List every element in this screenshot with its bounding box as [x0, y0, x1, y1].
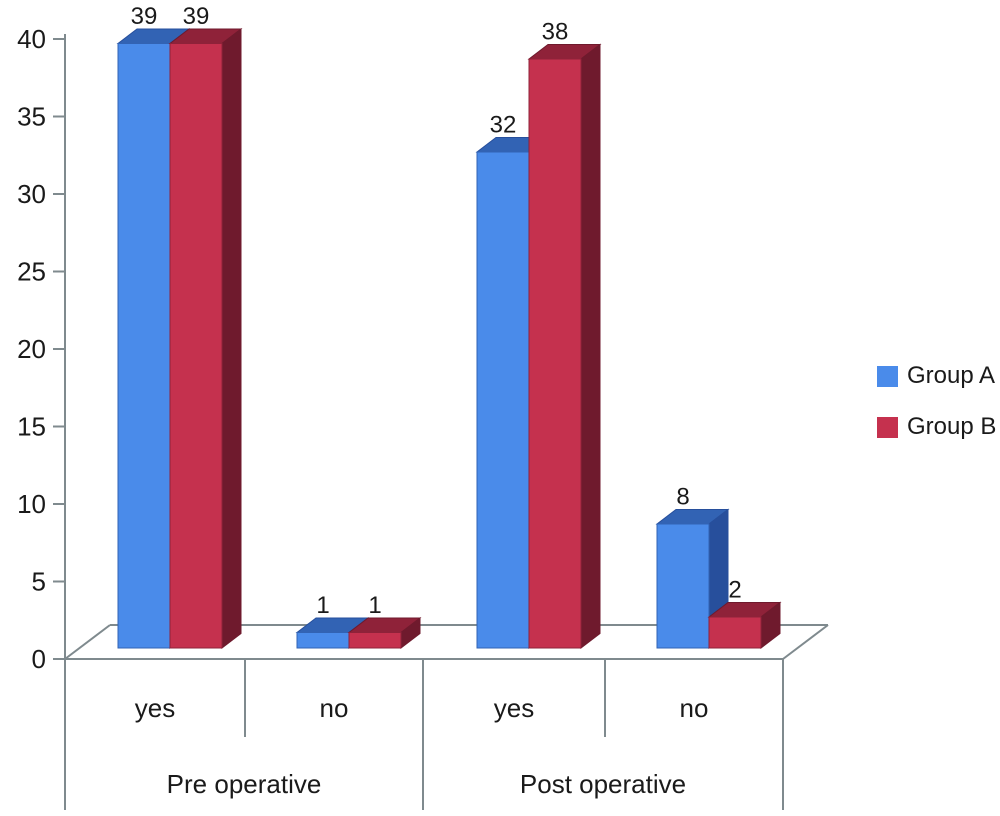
y-tick-label-35: 35: [17, 102, 46, 132]
bar-front-group-a-post-operative-no: [656, 523, 710, 649]
legend-item-group-b: Group B: [877, 415, 996, 439]
bar-front-group-b-post-operative-no: [708, 616, 762, 649]
data-label-group-a-post-operative-no: 8: [676, 484, 689, 511]
floor-right-edge: [782, 624, 829, 660]
y-tick-label-25: 25: [17, 257, 46, 287]
bar-side-group-b-pre-operative-yes: [221, 27, 242, 650]
floor-left-edge: [64, 624, 111, 660]
bar-front-group-b-pre-operative-yes: [169, 43, 223, 649]
bar-front-group-b-post-operative-yes: [528, 58, 582, 649]
legend-swatch-group-b-icon: [877, 416, 898, 438]
legend-item-group-a: Group A: [877, 364, 996, 388]
category-label-post-operative-yes: yes: [494, 693, 534, 723]
y-tick-label-0: 0: [32, 644, 46, 674]
data-label-group-b-post-operative-yes: 38: [542, 19, 569, 46]
data-label-group-a-pre-operative-no: 1: [316, 592, 329, 619]
y-tick-label-30: 30: [17, 179, 46, 209]
bar-side-group-b-post-operative-yes: [580, 43, 601, 650]
data-label-group-b-pre-operative-no: 1: [368, 592, 381, 619]
category-label-pre-operative-yes: yes: [135, 693, 175, 723]
category-label-post-operative-no: no: [680, 693, 709, 723]
y-tick-label-20: 20: [17, 334, 46, 364]
bar-front-group-a-pre-operative-yes: [117, 43, 171, 649]
bar-front-group-a-post-operative-yes: [476, 151, 530, 649]
y-tick-label-40: 40: [17, 24, 46, 54]
legend-swatch-group-a-icon: [877, 365, 898, 387]
data-label-group-a-post-operative-yes: 32: [490, 112, 517, 139]
bar-front-group-a-pre-operative-no: [296, 632, 350, 649]
group-label-pre-operative: Pre operative: [167, 769, 322, 799]
group-label-post-operative: Post operative: [520, 769, 686, 799]
legend-label-group-a: Group A: [907, 362, 996, 389]
legend-label-group-b: Group B: [907, 413, 997, 440]
category-label-pre-operative-no: no: [320, 693, 349, 723]
data-label-group-b-post-operative-no: 2: [728, 577, 741, 604]
y-tick-label-5: 5: [32, 567, 46, 597]
y-tick-label-15: 15: [17, 412, 46, 442]
legend: Group A Group B: [877, 364, 996, 439]
bar-front-group-b-pre-operative-no: [348, 632, 402, 649]
y-tick-label-10: 10: [17, 489, 46, 519]
data-label-group-a-pre-operative-yes: 39: [131, 3, 158, 30]
data-label-group-b-pre-operative-yes: 39: [183, 3, 210, 30]
